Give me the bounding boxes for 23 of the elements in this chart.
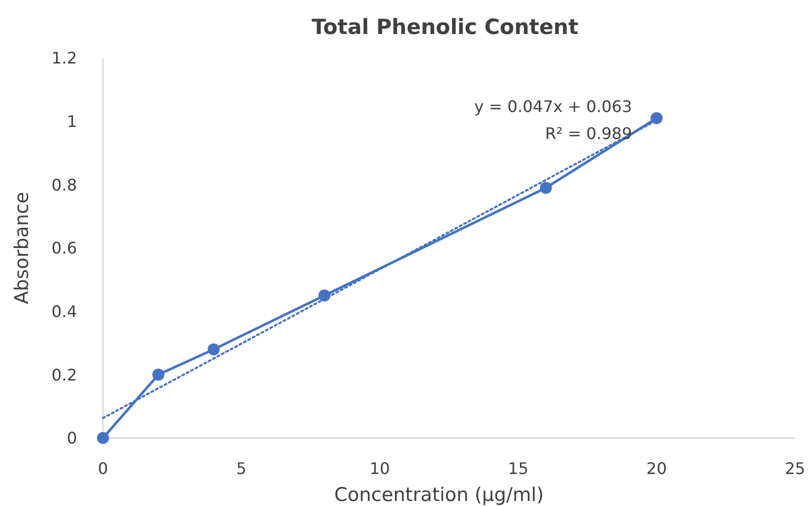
x-tick-label: 15 [508, 459, 528, 478]
x-tick-label: 0 [98, 459, 108, 478]
chart-title: Total Phenolic Content [312, 15, 578, 39]
point [152, 368, 164, 381]
x-tick-label: 10 [370, 459, 390, 478]
annotation: R² = 0.989 [545, 124, 632, 143]
annotation: y = 0.047x + 0.063 [474, 97, 632, 116]
point [650, 112, 663, 124]
y-tick-label: 0.2 [52, 365, 77, 384]
y-tick-label: 1.2 [52, 48, 77, 68]
x-tick-label: 25 [784, 459, 806, 478]
y-tick-label: 1 [66, 112, 77, 131]
y-tick-label: 0.8 [52, 175, 77, 194]
point [208, 343, 220, 356]
y-tick-label: 0 [66, 428, 77, 448]
y-axis-title: Absorbance [11, 192, 33, 304]
x-tick-label: 20 [646, 459, 667, 478]
x-tick-label: 5 [236, 459, 246, 478]
point [97, 432, 109, 444]
x-axis-title: Concentration (μg/ml) [334, 484, 544, 506]
point [540, 182, 552, 194]
y-tick-label: 0.4 [52, 302, 77, 321]
y-tick-label: 0.6 [52, 238, 77, 258]
